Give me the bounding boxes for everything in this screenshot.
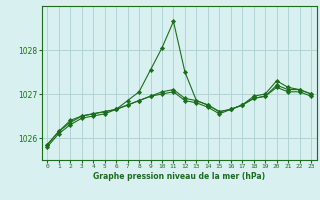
X-axis label: Graphe pression niveau de la mer (hPa): Graphe pression niveau de la mer (hPa) [93, 172, 265, 181]
